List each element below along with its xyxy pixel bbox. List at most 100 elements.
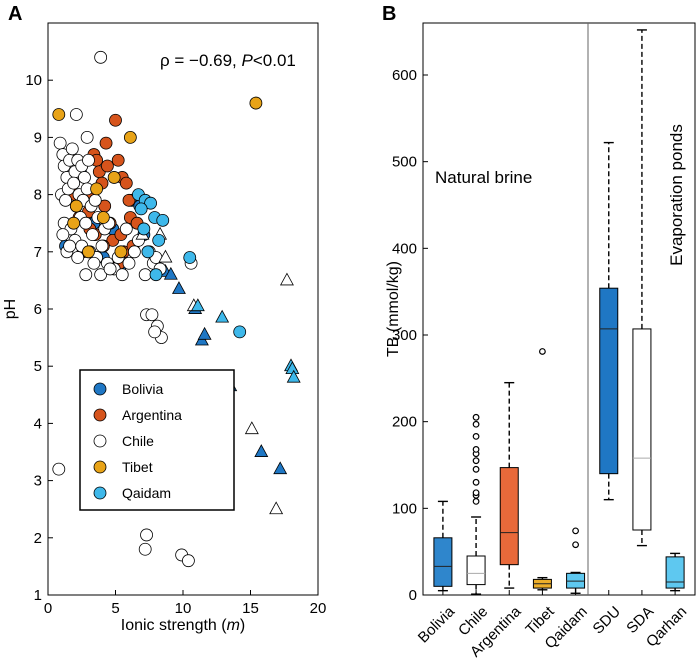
- outlier-chile: [472, 457, 480, 465]
- panel-a-ticks: 0 5 10 15 20 1 2 3 4 5 6 7 8 9 10: [25, 72, 326, 617]
- outlier-chile: [472, 478, 480, 486]
- legend-marker-bolivia: [93, 382, 107, 396]
- data-point-chile: [79, 216, 93, 230]
- y-tick-label: 8: [34, 187, 42, 204]
- data-point-chile: [82, 153, 95, 167]
- outlier-chile: [472, 489, 480, 497]
- data-point-bolivia-triangle: [163, 266, 178, 280]
- data-point-chile: [87, 256, 101, 270]
- data-point-chile: [86, 228, 99, 242]
- y-tick-label: 1: [34, 587, 42, 604]
- data-point-qaidam: [149, 268, 163, 282]
- data-point-tibet: [82, 245, 95, 259]
- legend-label-tibet: Tibet: [122, 459, 153, 475]
- data-point-chile: [69, 108, 83, 121]
- outlier-qaidam: [572, 541, 579, 549]
- y-tick-label: 0: [409, 587, 417, 604]
- data-point-tibet: [69, 199, 83, 213]
- data-point-chile: [52, 462, 66, 476]
- legend-marker-qaidam: [93, 486, 107, 500]
- y-tick-label: 100: [392, 500, 417, 517]
- outlier-chile: [472, 498, 480, 505]
- data-point-qaidam: [233, 325, 247, 339]
- data-point-chile: [119, 222, 133, 236]
- data-point-chile: [65, 142, 79, 156]
- legend-items: Bolivia Argentina Chile Tibet Qaidam: [93, 381, 182, 501]
- x-tick-label: 5: [111, 600, 119, 617]
- data-point-tibet: [52, 108, 66, 121]
- data-point-argentina: [109, 113, 122, 127]
- data-point-bolivia-triangle: [197, 326, 212, 340]
- data-point-chile: [127, 245, 141, 259]
- data-point-chile: [122, 256, 136, 270]
- evaporation-ponds-label: Evaporation ponds: [667, 124, 686, 266]
- data-point-chile: [138, 268, 152, 282]
- legend-marker-tibet: [93, 460, 107, 474]
- data-point-chile: [71, 251, 85, 264]
- data-point-chile: [88, 193, 102, 207]
- x-tick-label: 20: [310, 600, 327, 617]
- data-point-chile-triangle: [158, 249, 173, 263]
- box-sdu: [599, 287, 619, 475]
- annotation-rho: ρ = −0.69,: [160, 51, 242, 70]
- panel-b-boxes: [433, 29, 685, 595]
- data-point-bolivia-triangle: [171, 281, 186, 294]
- panel-a-points: [52, 50, 301, 568]
- data-point-qaidam: [156, 213, 170, 227]
- box-argentina: [499, 467, 519, 566]
- data-point-argentina: [99, 136, 113, 150]
- panel-a-ylabel: pH: [2, 299, 19, 319]
- y-tick-label: 5: [34, 358, 42, 375]
- data-point-chile: [181, 554, 195, 568]
- data-point-chile-triangle: [279, 272, 294, 286]
- panel-a-xlabel: Ionic strength (m): [121, 617, 245, 634]
- outlier-chile: [472, 420, 480, 428]
- box-chile: [466, 555, 486, 586]
- data-point-qaidam: [183, 251, 197, 264]
- data-point-chile: [63, 239, 76, 253]
- x-tick-label: 0: [44, 600, 52, 617]
- outlier-chile: [472, 413, 480, 421]
- box-qarhan: [665, 556, 685, 589]
- xlabel-main: Ionic strength (: [121, 617, 228, 634]
- data-point-chile: [78, 171, 91, 184]
- data-point-qaidam: [152, 233, 166, 247]
- x-tick-label-bolivia: Bolivia: [415, 603, 459, 647]
- y-tick-label: 9: [34, 129, 42, 146]
- box-sda: [632, 328, 652, 531]
- legend-label-qaidam: Qaidam: [122, 485, 171, 501]
- data-point-chile-triangle: [244, 421, 259, 435]
- outlier-qaidam: [572, 527, 579, 535]
- data-point-qaidam: [137, 222, 151, 236]
- outlier-chile: [472, 465, 480, 473]
- data-point-qaidam: [141, 245, 155, 259]
- data-point-qaidam: [134, 202, 148, 216]
- data-point-chile: [138, 542, 152, 556]
- xlabel-tail: ): [240, 617, 245, 634]
- data-point-qaidam-triangle: [190, 298, 205, 312]
- data-point-chile: [95, 239, 109, 253]
- data-point-chile: [67, 176, 81, 190]
- data-point-tibet: [107, 171, 121, 184]
- y-tick-label: 2: [34, 530, 42, 547]
- data-point-argentina: [111, 153, 125, 167]
- data-point-tibet: [90, 182, 103, 196]
- data-point-chile: [115, 268, 129, 282]
- x-tick-label: 10: [175, 600, 192, 617]
- data-point-argentina: [101, 159, 114, 173]
- data-point-tibet: [249, 96, 263, 110]
- outlier-chile: [472, 446, 480, 453]
- data-point-qaidam-triangle: [286, 369, 301, 383]
- data-point-qaidam: [144, 196, 158, 210]
- y-tick-label: 6: [34, 301, 42, 318]
- panel-a-label: A: [8, 3, 22, 25]
- data-point-tibet: [67, 216, 81, 230]
- data-point-argentina: [122, 193, 136, 207]
- y-tick-label: 500: [392, 154, 417, 171]
- y-tick-label: 7: [34, 244, 42, 261]
- legend-marker-argentina: [93, 408, 107, 422]
- x-tick-label-sdu: SDU: [590, 603, 624, 637]
- data-point-tibet: [123, 130, 137, 144]
- natural-brine-label: Natural brine: [435, 168, 532, 187]
